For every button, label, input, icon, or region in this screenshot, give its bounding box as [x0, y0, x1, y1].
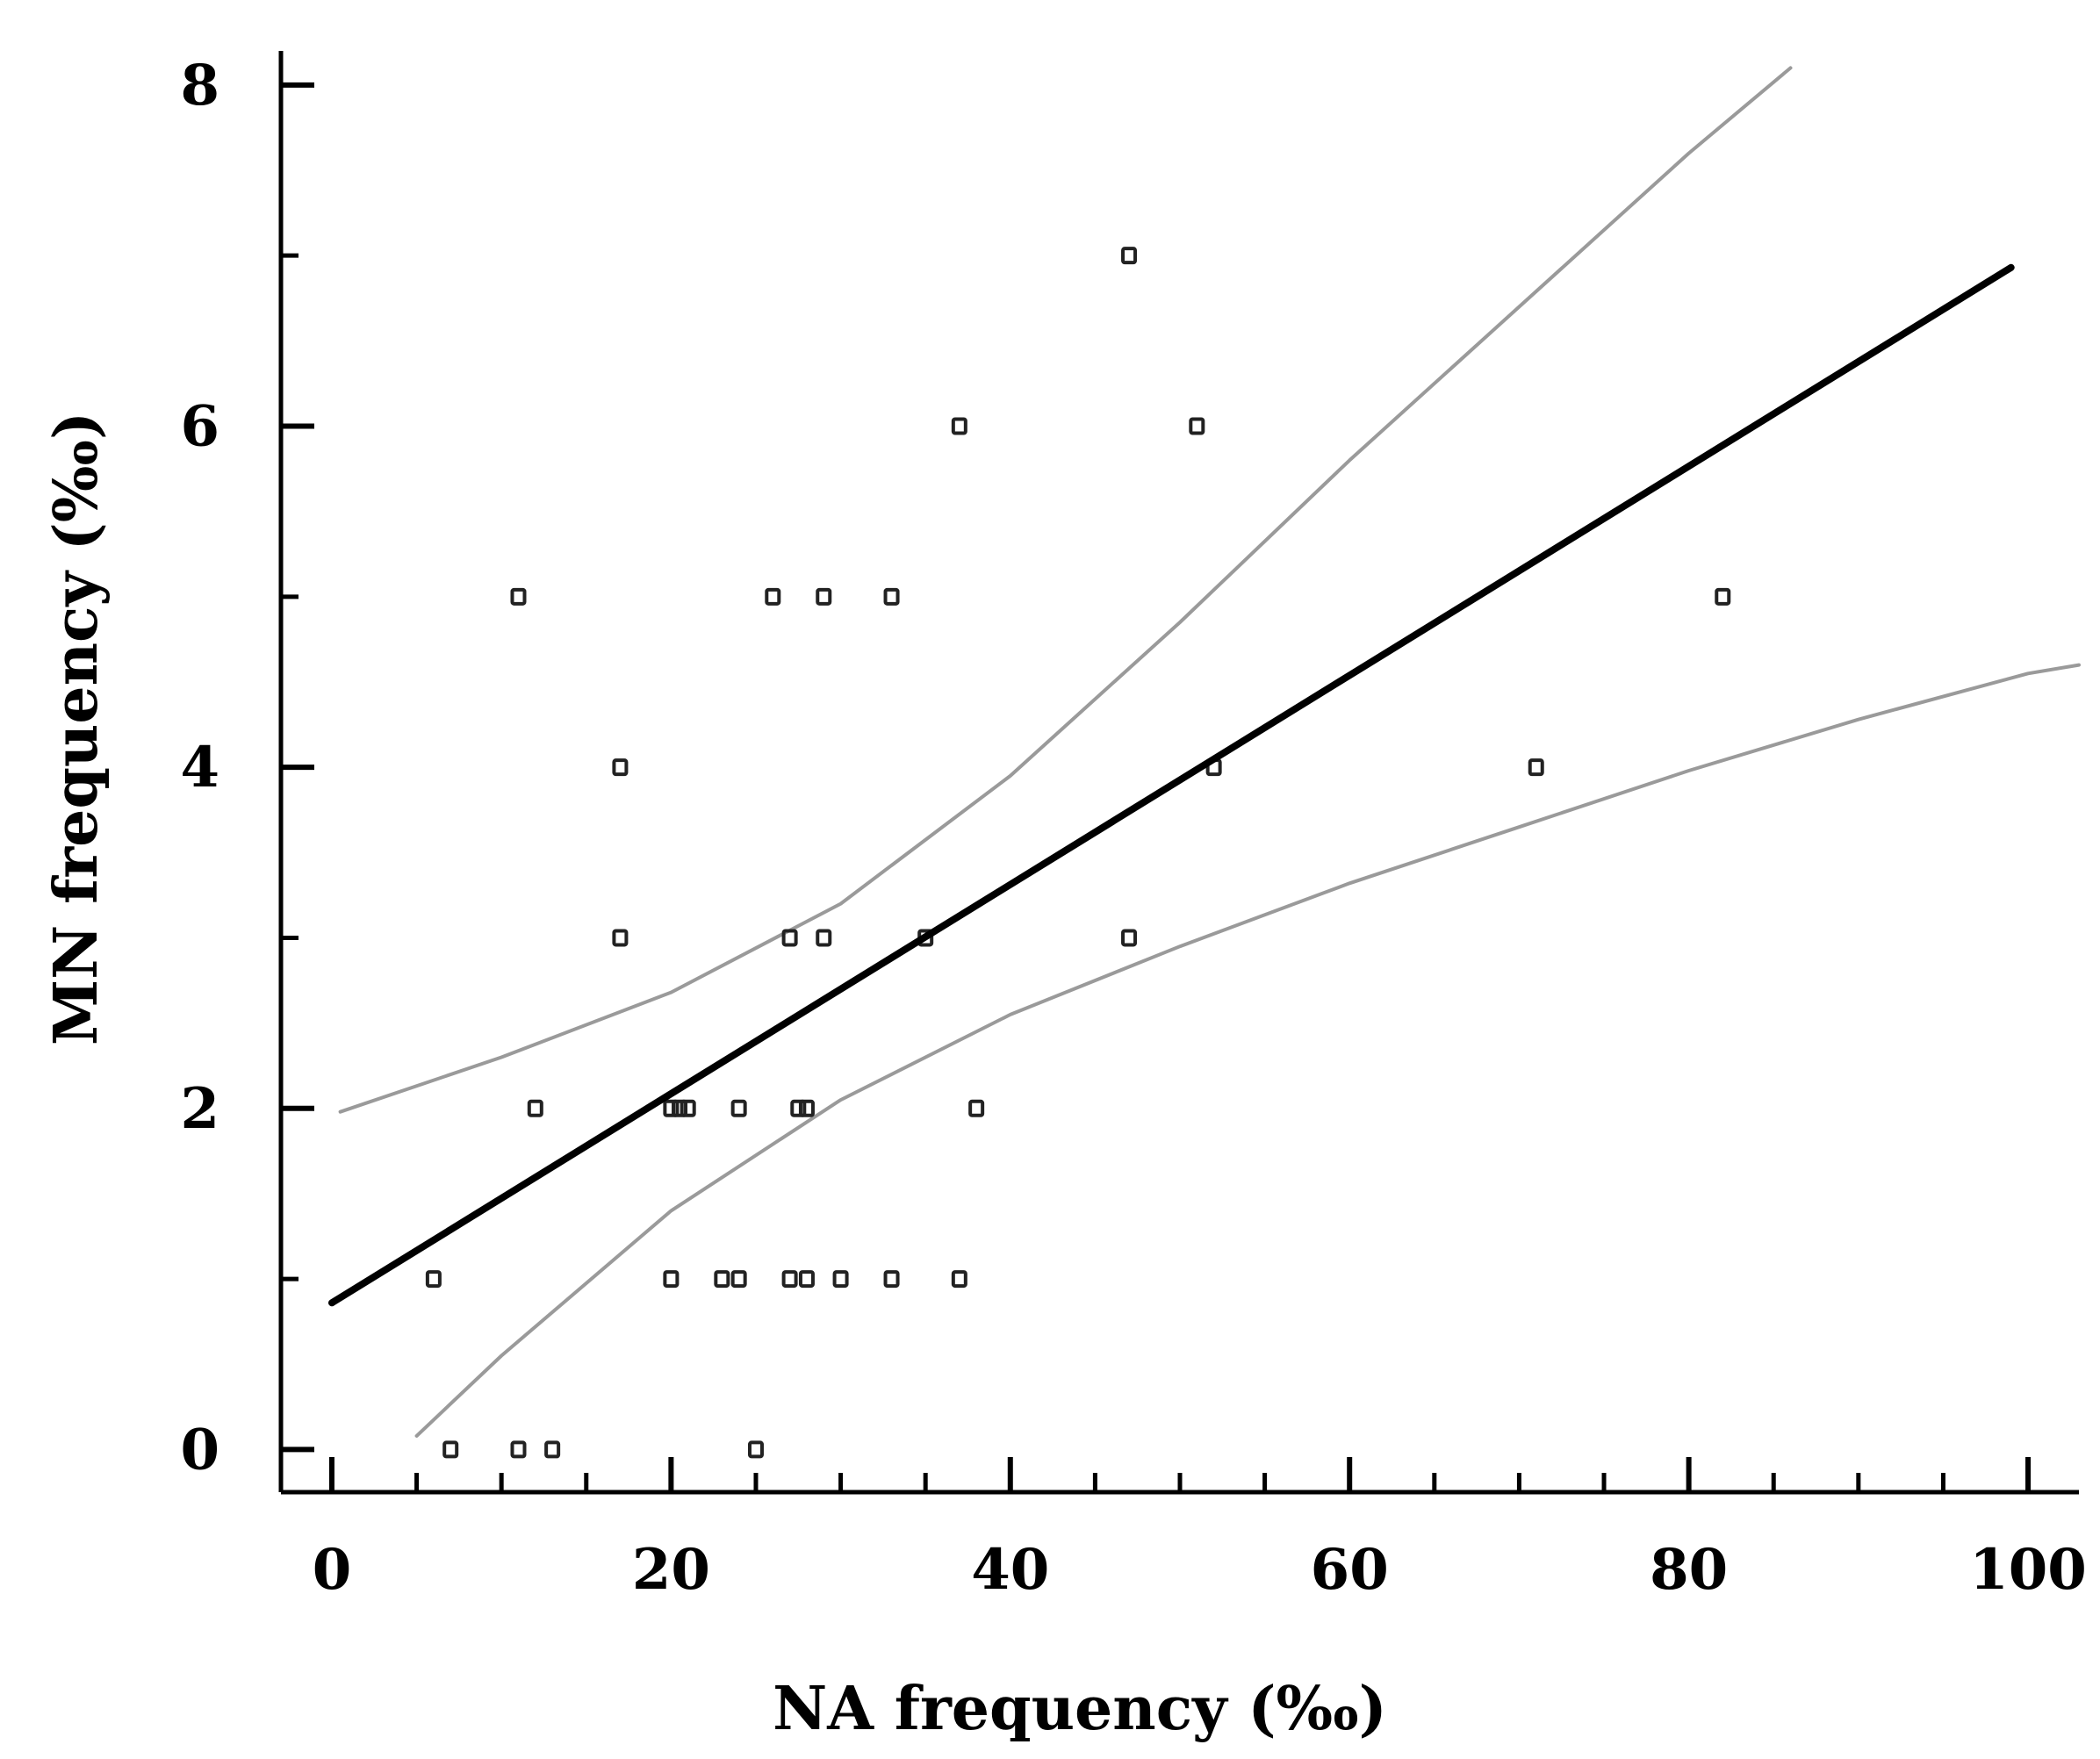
confidence-bands — [338, 66, 2081, 1438]
data-point — [663, 1270, 680, 1289]
data-point — [544, 1440, 561, 1459]
data-point — [951, 1270, 967, 1289]
x-tick-label: 40 — [971, 1537, 1049, 1603]
data-point — [798, 1270, 815, 1289]
data-point — [790, 1099, 807, 1117]
data-point — [730, 1099, 747, 1117]
x-tick-label: 0 — [313, 1537, 352, 1603]
data-point — [510, 587, 527, 606]
data-point — [663, 1099, 680, 1117]
x-axis-title: NA frequency (‰) — [773, 1674, 1387, 1744]
x-tick-label: 20 — [632, 1537, 710, 1603]
data-point — [442, 1440, 459, 1459]
data-point — [798, 1099, 815, 1117]
data-point — [612, 929, 629, 947]
data-point — [612, 758, 629, 777]
y-tick-label: 2 — [180, 1076, 219, 1142]
data-point — [816, 587, 832, 606]
y-tick-label: 6 — [180, 394, 219, 460]
regression-line — [328, 263, 2015, 1307]
regression — [328, 263, 2015, 1307]
data-point — [730, 1270, 747, 1289]
data-point — [1121, 247, 1138, 265]
data-point — [781, 929, 798, 947]
data-point — [1528, 758, 1544, 777]
data-point — [672, 1099, 688, 1117]
axes — [278, 51, 2079, 1495]
tick-labels: 0 20 40 60 80 100 0 2 4 6 8 — [180, 53, 2086, 1603]
y-tick-label: 8 — [180, 53, 219, 118]
y-axis-title: MN frequency (‰) — [41, 412, 111, 1045]
x-tick-label: 80 — [1650, 1537, 1728, 1603]
upper-confidence-band — [338, 66, 1793, 1114]
data-point — [680, 1099, 696, 1117]
y-tick-label: 0 — [180, 1417, 219, 1483]
x-tick-label: 60 — [1311, 1537, 1389, 1603]
data-point — [510, 1440, 527, 1459]
data-point — [425, 1270, 442, 1289]
data-point — [765, 587, 781, 606]
ticks — [281, 82, 2032, 1492]
data-point — [1715, 587, 1731, 606]
data-point — [883, 587, 900, 606]
data-point — [883, 1270, 900, 1289]
data-point — [832, 1270, 849, 1289]
data-point — [747, 1440, 764, 1459]
data-point — [951, 417, 967, 435]
data-point — [781, 1270, 798, 1289]
data-point — [968, 1099, 985, 1117]
x-tick-label: 100 — [1969, 1537, 2087, 1603]
data-points — [425, 247, 1731, 1459]
data-point — [1121, 929, 1138, 947]
y-tick-label: 4 — [180, 735, 219, 801]
data-point — [527, 1099, 543, 1117]
data-point — [1189, 417, 1205, 435]
data-point — [816, 929, 832, 947]
data-point — [714, 1270, 730, 1289]
lower-confidence-band — [414, 663, 2081, 1438]
